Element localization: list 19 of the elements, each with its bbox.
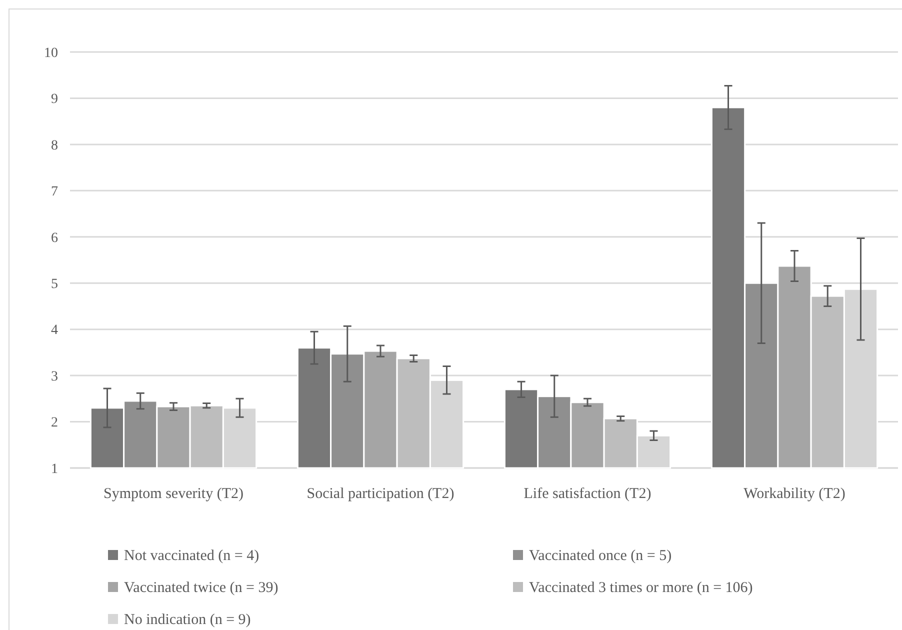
x-tick-label: Symptom severity (T2) — [104, 486, 244, 502]
legend-label: Not vaccinated (n = 4) — [124, 548, 260, 564]
y-tick-label: 8 — [51, 138, 58, 154]
legend-label: Vaccinated 3 times or more (n = 106) — [529, 580, 753, 596]
y-tick-label: 1 — [51, 462, 58, 477]
y-tick-label: 10 — [44, 46, 58, 61]
legend-label: Vaccinated once (n = 5) — [529, 548, 672, 564]
y-tick-label: 9 — [51, 92, 58, 108]
x-tick-label: Social participation (T2) — [306, 486, 454, 502]
legend-label: Vaccinated twice (n = 39) — [124, 580, 278, 596]
legend-label: No indication (n = 9) — [124, 612, 251, 628]
x-tick-label: Life satisfaction (T2) — [524, 486, 652, 502]
y-tick-label: 6 — [51, 230, 58, 246]
y-tick-label: 2 — [51, 416, 58, 431]
y-tick-label: 7 — [51, 184, 58, 200]
y-tick-label: 3 — [51, 369, 58, 384]
x-tick-label: Workability (T2) — [744, 486, 846, 502]
y-tick-label: 4 — [51, 323, 58, 338]
y-tick-label: 5 — [51, 277, 58, 292]
